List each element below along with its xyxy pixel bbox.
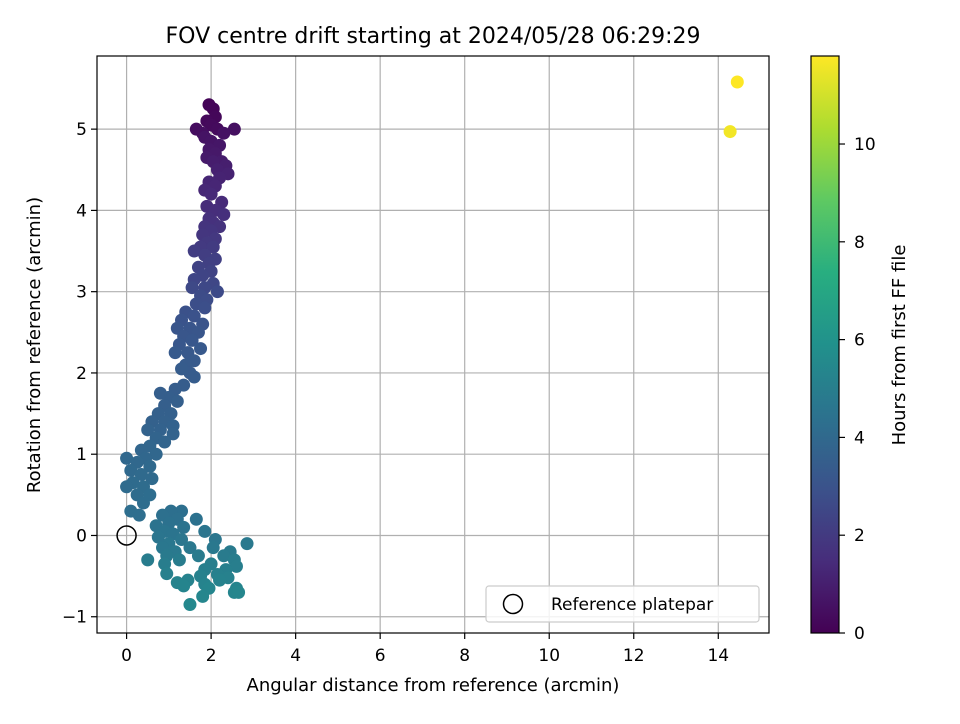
scatter-point <box>124 463 138 477</box>
colorbar-tick-label: 8 <box>854 233 865 253</box>
legend-marker-icon <box>502 593 524 615</box>
x-tick-label: 10 <box>538 646 560 666</box>
scatter-point <box>136 496 150 510</box>
colorbar-tick-label: 0 <box>854 624 865 644</box>
grid <box>97 56 769 633</box>
x-tick-label: 12 <box>623 646 645 666</box>
y-tick-label: 4 <box>76 201 87 221</box>
scatter-point <box>217 549 231 563</box>
scatter-point <box>166 427 180 441</box>
x-tick-label: 4 <box>290 646 301 666</box>
scatter-point <box>189 512 203 526</box>
scatter-point <box>141 423 155 437</box>
scatter-point <box>730 75 744 89</box>
y-axis-label: Rotation from reference (arcmin) <box>24 197 45 493</box>
scatter-point <box>185 333 199 347</box>
scatter-point <box>143 459 157 473</box>
scatter-point <box>229 559 243 573</box>
scatter-point <box>120 480 134 494</box>
x-axis: 0 2 4 6 8 10 12 14 <box>121 633 729 666</box>
scatter-point <box>232 585 246 599</box>
scatter-point <box>217 207 231 221</box>
colorbar-ticks: 0 2 4 6 8 10 <box>839 135 876 644</box>
scatter-point <box>187 309 201 323</box>
scatter-point <box>168 346 182 360</box>
scatter-point <box>170 394 184 408</box>
scatter-point <box>158 435 172 449</box>
reference-marker <box>116 525 137 546</box>
x-axis-label: Angular distance from reference (arcmin) <box>247 675 620 696</box>
scatter-point <box>177 579 191 593</box>
y-tick-label: −1 <box>62 608 87 628</box>
legend-box <box>485 585 760 623</box>
scatter-point <box>217 126 231 140</box>
scatter-point <box>160 567 174 581</box>
scatter-point <box>196 589 210 603</box>
scatter-points <box>120 75 744 612</box>
scatter-point <box>206 541 220 555</box>
scatter-point <box>204 187 218 201</box>
scatter-point <box>132 508 146 522</box>
scatter-point <box>183 598 197 612</box>
scatter-point <box>134 468 148 482</box>
scatter-point <box>240 537 254 551</box>
scatter-point <box>158 557 172 571</box>
scatter-point <box>151 530 165 544</box>
scatter-point <box>198 524 212 538</box>
x-tick-label: 0 <box>121 646 132 666</box>
scatter-point <box>227 122 241 136</box>
scatter-point <box>191 549 205 563</box>
scatter-point <box>120 451 134 465</box>
scatter-point <box>149 447 163 461</box>
y-tick-label: 0 <box>76 526 87 546</box>
colorbar-tick-label: 10 <box>854 135 876 155</box>
scatter-point <box>183 541 197 555</box>
scatter-point <box>723 125 737 139</box>
colorbar: 0 2 4 6 8 10 Hours from first FF file <box>810 55 910 644</box>
x-tick-label: 8 <box>459 646 470 666</box>
scatter-point <box>187 370 201 384</box>
scatter-point <box>198 301 212 315</box>
reference-point <box>116 525 137 546</box>
scatter-point <box>206 240 220 254</box>
scatter-point <box>194 342 208 356</box>
scatter-point <box>177 520 191 534</box>
colorbar-tick-label: 4 <box>854 428 865 448</box>
scatter-point <box>210 285 224 299</box>
scatter-point <box>172 553 186 567</box>
colorbar-gradient <box>810 55 840 634</box>
scatter-point <box>213 573 227 587</box>
x-tick-label: 6 <box>375 646 386 666</box>
x-tick-label: 14 <box>707 646 729 666</box>
chart-title: FOV centre drift starting at 2024/05/28 … <box>166 24 701 49</box>
scatter-point <box>141 553 155 567</box>
scatter-point <box>175 362 189 376</box>
plot-area-frame <box>96 55 770 634</box>
scatter-point <box>175 533 189 547</box>
y-axis: −1 0 1 2 3 4 5 <box>62 120 97 628</box>
legend-label: Reference platepar <box>551 595 713 615</box>
colorbar-tick-label: 6 <box>854 331 865 351</box>
y-tick-label: 5 <box>76 120 87 140</box>
y-tick-label: 2 <box>76 364 87 384</box>
scatter-point <box>145 472 159 486</box>
x-tick-label: 2 <box>206 646 217 666</box>
colorbar-tick-label: 2 <box>854 526 865 546</box>
colorbar-label: Hours from first FF file <box>889 245 910 446</box>
y-tick-label: 3 <box>76 283 87 303</box>
scatter-point <box>185 281 199 295</box>
y-tick-label: 1 <box>76 445 87 465</box>
scatter-point <box>153 386 167 400</box>
scatter-point <box>187 244 201 258</box>
legend: Reference platepar <box>485 585 760 623</box>
